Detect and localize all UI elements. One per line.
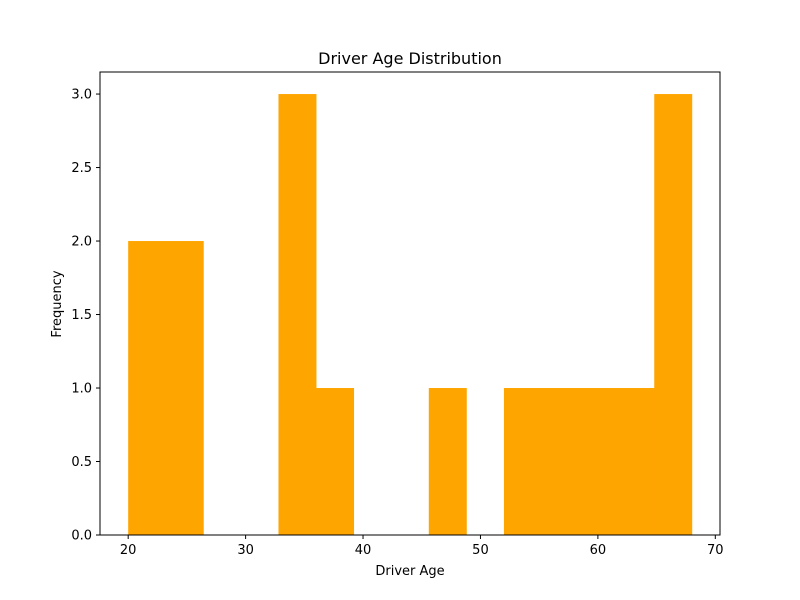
chart-title: Driver Age Distribution (318, 49, 502, 68)
x-tick-label: 20 (120, 543, 137, 558)
histogram-bar (316, 388, 355, 535)
histogram-bar (128, 241, 167, 536)
bars-group (128, 94, 693, 536)
x-tick-label: 40 (355, 543, 372, 558)
y-tick-label: 0.0 (71, 529, 92, 544)
x-axis-label: Driver Age (375, 564, 444, 579)
histogram-bar (503, 388, 542, 535)
y-tick-label: 2.5 (71, 161, 92, 176)
y-axis-label: Frequency (50, 270, 65, 337)
x-axis-ticks: 20 30 40 50 60 70 (120, 535, 724, 558)
plot-area: 20 30 40 50 60 70 0.0 0.5 1.0 1.5 2.0 2.5 3.0 (71, 71, 724, 558)
histogram-bar (428, 388, 467, 535)
x-tick-label: 60 (590, 543, 607, 558)
y-tick-label: 0.5 (71, 455, 92, 470)
y-tick-label: 1.0 (71, 382, 92, 397)
x-tick-label: 70 (707, 543, 724, 558)
histogram-bar (579, 388, 618, 535)
histogram-bar (165, 241, 204, 536)
histogram-bar (278, 94, 317, 536)
y-tick-label: 1.5 (71, 308, 92, 323)
y-tick-label: 3.0 (71, 88, 92, 103)
x-tick-label: 30 (237, 543, 254, 558)
histogram-bar (654, 94, 693, 536)
x-tick-label: 50 (472, 543, 489, 558)
histogram-bar (616, 388, 655, 535)
plot-frame (99, 71, 721, 536)
y-axis-ticks: 0.0 0.5 1.0 1.5 2.0 2.5 3.0 (71, 88, 100, 544)
y-tick-label: 2.0 (71, 235, 92, 250)
histogram-bar (541, 388, 580, 535)
